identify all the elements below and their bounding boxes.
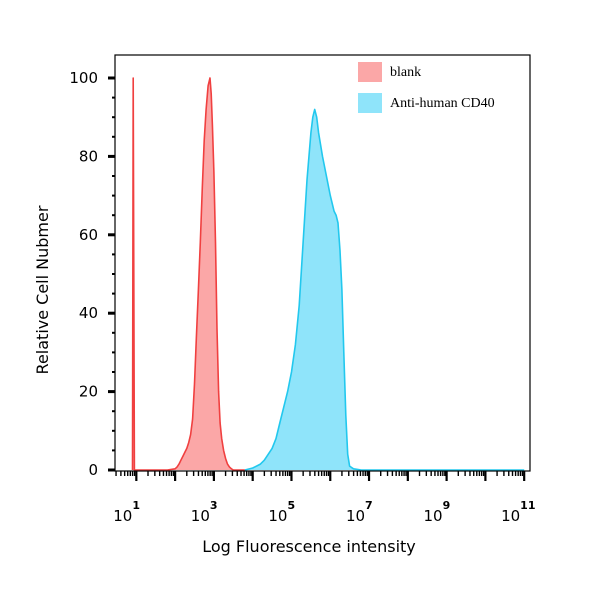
- x-tick-exponent: 3: [210, 499, 218, 512]
- y-tick-label: 80: [79, 147, 98, 165]
- x-tick-label: 10: [346, 507, 365, 525]
- x-tick-exponent: 11: [520, 499, 535, 512]
- frame-rect: [114, 54, 531, 472]
- y-tick-label: 100: [69, 69, 98, 87]
- y-tick-label: 0: [88, 461, 98, 479]
- plot-frame: [114, 54, 531, 472]
- legend: blank Anti-human CD40: [358, 62, 495, 113]
- legend-swatch: [358, 62, 382, 82]
- y-tick-label: 60: [79, 226, 98, 244]
- x-tick-label: 10: [501, 507, 520, 525]
- x-tick-label: 10: [113, 507, 132, 525]
- plot-area: [131, 77, 525, 471]
- x-tick-exponent: 7: [365, 499, 373, 512]
- legend-swatch: [358, 93, 382, 113]
- y-tick-label: 20: [79, 383, 98, 401]
- x-tick-exponent: 9: [443, 499, 451, 512]
- series-area-0: [132, 78, 245, 470]
- legend-label: Anti-human CD40: [390, 96, 495, 111]
- x-tick-label: 10: [268, 507, 287, 525]
- series-line-1: [244, 108, 525, 471]
- x-tick-label: 10: [424, 507, 443, 525]
- x-axis-title: Log Fluorescence intensity: [202, 537, 416, 556]
- series-area-1: [244, 109, 525, 471]
- x-tick-exponent: 1: [132, 499, 140, 512]
- x-tick-exponent: 5: [287, 499, 295, 512]
- series-line-0: [131, 77, 245, 471]
- x-tick-label: 10: [191, 507, 210, 525]
- y-axis-title: Relative Cell Nubmer: [33, 205, 52, 374]
- y-tick-label: 40: [79, 304, 98, 322]
- legend-label: blank: [390, 65, 421, 80]
